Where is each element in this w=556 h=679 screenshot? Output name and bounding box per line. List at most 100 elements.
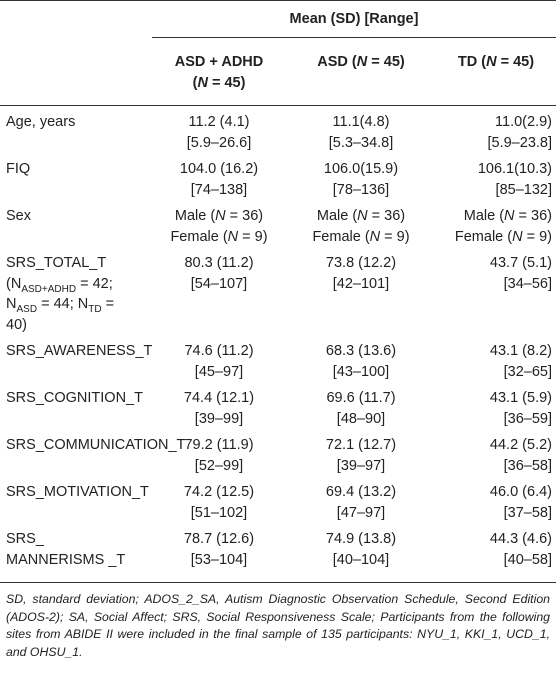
text-line: [78–136] xyxy=(332,181,390,198)
cell: 11.2 (4.1) [5.9–26.6] xyxy=(152,106,286,154)
text-line: [39–97] xyxy=(336,457,386,474)
text-line: TD (N = 45) xyxy=(436,52,556,73)
text-part: Female ( xyxy=(454,228,513,245)
cell: 11.0(2.9) [5.9–23.8] xyxy=(436,106,556,154)
cell: 79.2 (11.9) [52–99] xyxy=(152,429,286,476)
row-label: Age, years xyxy=(0,106,152,154)
text-part: Female ( xyxy=(170,228,228,245)
table-row: Sex Male (N = 36) Female (N = 9) Male (N = … xyxy=(0,200,556,247)
subscript: ASD xyxy=(16,303,38,315)
text-part: N xyxy=(6,296,17,312)
footnote: SD, standard deviation; ADOS_2_SA, Autis… xyxy=(6,592,550,659)
text-part: = 36) xyxy=(225,208,264,224)
text-line: [39–99] xyxy=(194,410,244,427)
text-line: Male (N = 36) xyxy=(152,206,286,227)
text-line: [54–107] xyxy=(190,275,248,292)
text-part: ASD + ADHD xyxy=(174,54,264,70)
text-line: [52–99] xyxy=(194,457,244,474)
cell: 106.0(15.9) [78–136] xyxy=(286,153,436,200)
column-header: ASD (N = 45) xyxy=(286,38,436,106)
text-part: Female ( xyxy=(312,228,370,245)
table-row: FIQ 104.0 (16.2) [74–138] 106.0(15.9) [78–13… xyxy=(0,153,556,200)
data-table: Mean (SD) [Range] ASD + ADHD (N = 45) ASD … xyxy=(0,0,556,583)
text-part: = 42; xyxy=(76,275,113,292)
row-label: Sex xyxy=(0,200,152,247)
text-line: 74.6 (11.2) xyxy=(184,343,254,359)
text-part: = xyxy=(101,296,115,312)
text-part: = 44; N xyxy=(37,296,89,312)
text-line: SRS_ xyxy=(6,531,44,547)
italic-part: N xyxy=(486,54,497,70)
text-line: 68.3 (13.6) xyxy=(325,343,397,359)
table-row: SRS_AWARENESS_T 74.6 (11.2) [45–97] 68.3 (1… xyxy=(0,335,556,382)
cell: 44.3 (4.6) [40–58] xyxy=(436,523,556,583)
column-header: ASD + ADHD (N = 45) xyxy=(152,38,286,106)
text-line: 78.7 (12.6) xyxy=(183,531,255,547)
text-line: (N = 45) xyxy=(152,73,286,94)
text-line: Female (N = 9) xyxy=(436,227,552,248)
subscript: TD xyxy=(88,303,102,315)
text-line: SRS_MOTIVATION_T xyxy=(6,484,149,500)
text-line: Female (N = 9) xyxy=(152,227,286,248)
text-line: 40) xyxy=(6,316,27,333)
text-line: 11.1(4.8) xyxy=(332,114,390,130)
text-line: NASD = 44; NTD = xyxy=(6,294,152,315)
text-part: ( xyxy=(192,74,198,91)
cell: 43.1 (8.2) [32–65] xyxy=(436,335,556,382)
text-line: MANNERISMS _T xyxy=(6,551,126,568)
text-line: SRS_COGNITION_T xyxy=(6,390,143,406)
corner xyxy=(0,1,152,38)
text-line: 44.2 (5.2) xyxy=(489,437,552,453)
text-part: = 36) xyxy=(514,208,552,224)
column-header: TD (N = 45) xyxy=(436,38,556,106)
cell: 43.7 (5.1) [34–56] xyxy=(436,247,556,335)
row-label: SRS_COGNITION_T xyxy=(0,382,152,429)
cell: Male (N = 36) Female (N = 9) xyxy=(436,200,556,247)
text-line: Sex xyxy=(6,208,31,224)
cell: 106.1(10.3) [85–132] xyxy=(436,153,556,200)
text-line: 44.3 (4.6) xyxy=(489,531,552,547)
text-part: = 45) xyxy=(496,54,535,70)
text-line: 43.1 (8.2) xyxy=(489,343,552,359)
text-line: [36–59] xyxy=(503,410,552,427)
text-line: [5.3–34.8] xyxy=(328,134,394,151)
cell: Male (N = 36) Female (N = 9) xyxy=(152,200,286,247)
text-line: SRS_COMMUNICATION_T xyxy=(6,437,186,453)
text-line: 43.7 (5.1) xyxy=(489,255,552,271)
italic-part: N xyxy=(512,228,523,245)
text-part: Male ( xyxy=(316,208,358,224)
text-line: [32–65] xyxy=(503,363,552,380)
cell: 80.3 (11.2) [54–107] xyxy=(152,247,286,335)
cell: 78.7 (12.6) [53–104] xyxy=(152,523,286,583)
text-line: 11.0(2.9) xyxy=(495,114,552,130)
text-part: ASD ( xyxy=(317,54,357,70)
cell: 74.6 (11.2) [45–97] xyxy=(152,335,286,382)
text-line: 79.2 (11.9) xyxy=(184,437,254,453)
text-part: Male ( xyxy=(174,208,216,224)
text-part: (N xyxy=(6,275,22,292)
row-label: SRS_AWARENESS_T xyxy=(0,335,152,382)
text-line: 104.0 (16.2) xyxy=(179,161,259,177)
italic-part: N xyxy=(227,228,239,245)
italic-part: N xyxy=(197,74,208,91)
text-part: TD ( xyxy=(457,54,487,70)
text-line: 69.6 (11.7) xyxy=(326,390,396,406)
cell: 69.4 (13.2) [47–97] xyxy=(286,476,436,523)
text-line: [5.9–23.8] xyxy=(487,134,553,151)
table-row: SRS_TOTAL_T (NASD+ADHD = 42; NASD = 44; NT… xyxy=(0,247,556,335)
table-row: SRS_COGNITION_T 74.4 (12.1) [39–99] 69.6 (1… xyxy=(0,382,556,429)
text-part: = 45) xyxy=(207,74,246,91)
text-part: = 9) xyxy=(380,228,410,245)
row-label: FIQ xyxy=(0,153,152,200)
text-part: = 36) xyxy=(367,208,406,224)
text-line: SRS_TOTAL_T xyxy=(6,255,107,271)
text-line: [5.9–26.6] xyxy=(186,134,252,151)
text-line: [48–90] xyxy=(336,410,386,427)
cell: 68.3 (13.6) [43–100] xyxy=(286,335,436,382)
italic-part: N xyxy=(357,208,368,224)
subscript: ASD+ADHD xyxy=(21,283,77,295)
text-line: [53–104] xyxy=(190,551,248,568)
cell: 44.2 (5.2) [36–58] xyxy=(436,429,556,476)
cell: 11.1(4.8) [5.3–34.8] xyxy=(286,106,436,154)
italic-part: N xyxy=(369,228,381,245)
